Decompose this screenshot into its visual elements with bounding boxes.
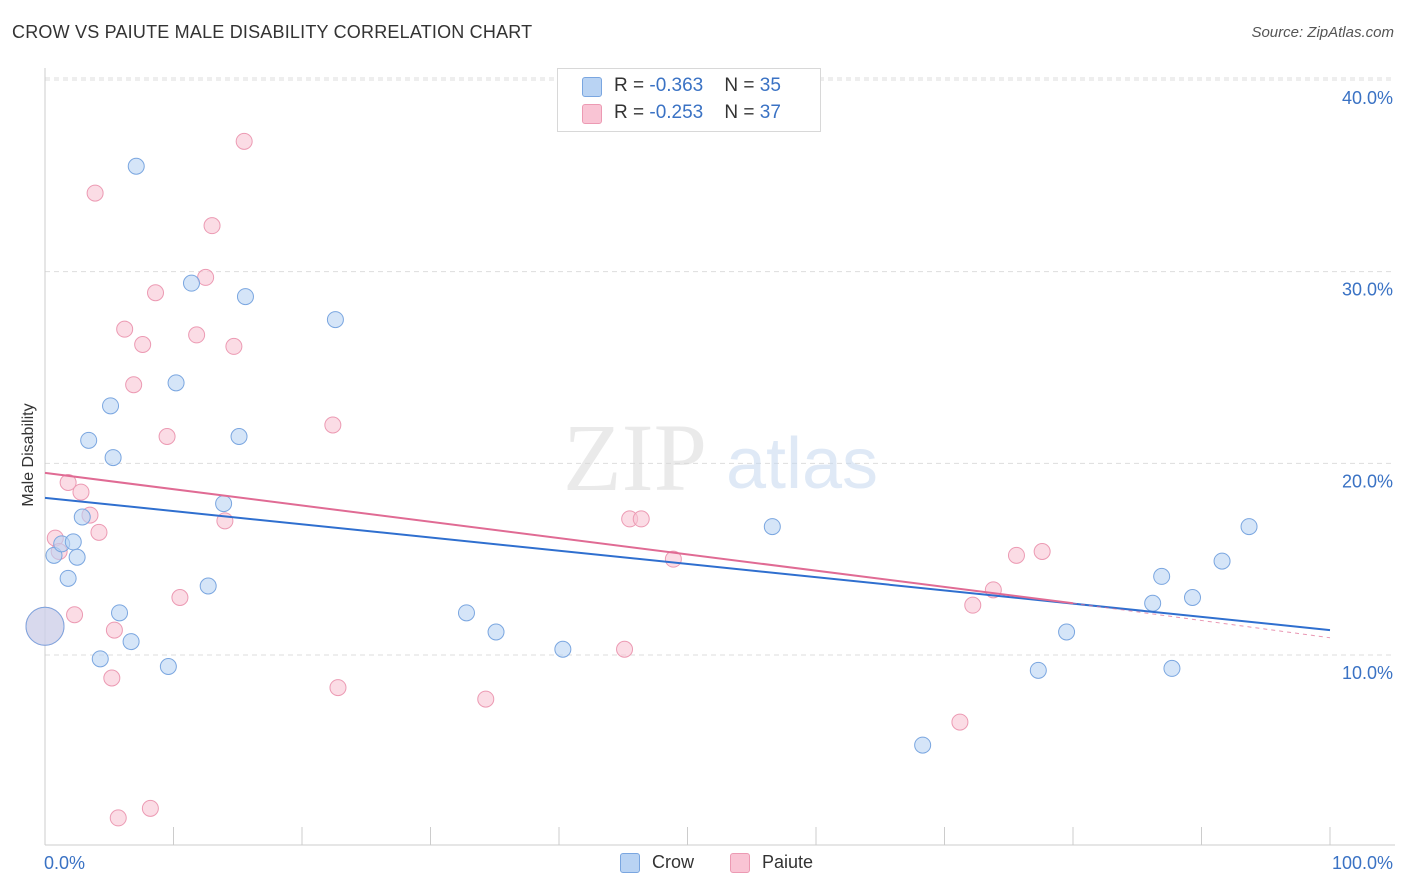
paiute-point — [477, 690, 495, 708]
paiute-point — [134, 336, 152, 353]
watermark: ZIP atlas — [563, 404, 878, 511]
crow-point — [215, 495, 233, 513]
paiute-point — [235, 132, 253, 150]
paiute-n-label: N = — [724, 102, 760, 123]
crow-point — [127, 157, 145, 175]
crow-point — [763, 518, 781, 536]
paiute-point — [1007, 546, 1025, 564]
crow-point — [457, 604, 475, 622]
crow-swatch — [582, 77, 602, 97]
crow-r-label: R = — [614, 75, 650, 96]
paiute-point — [72, 483, 90, 501]
paiute-point — [616, 640, 634, 658]
y-tick-label: 40.0% — [1342, 88, 1393, 108]
paiute-point — [103, 669, 121, 687]
crow-point — [68, 548, 86, 566]
y-tick-label: 10.0% — [1342, 663, 1393, 683]
paiute-legend-label: Paiute — [762, 852, 814, 872]
crow-point — [326, 311, 344, 329]
crow-point — [1144, 594, 1162, 612]
data-points — [25, 132, 1258, 827]
paiute-point — [225, 337, 243, 355]
crow-point — [159, 658, 177, 675]
tick-labels: 10.0% 20.0% 30.0% 40.0% 0.0% 100.0% — [44, 88, 1393, 873]
paiute-r-value: -0.253 — [649, 102, 704, 123]
crow-n-value: 35 — [759, 75, 781, 96]
crow-point — [64, 533, 82, 551]
crow-point — [914, 736, 932, 754]
crow-point — [230, 428, 248, 445]
paiute-point — [632, 510, 650, 528]
paiute-point — [324, 416, 342, 434]
crow-point — [167, 374, 185, 392]
paiute-point — [1033, 543, 1051, 560]
paiute-point — [203, 217, 221, 235]
crow-r-value: -0.363 — [649, 75, 704, 96]
paiute-point — [141, 799, 159, 817]
crow-point — [25, 606, 65, 646]
crow-point — [199, 577, 217, 595]
paiute-legend-swatch — [730, 853, 750, 873]
paiute-point — [125, 376, 143, 394]
paiute-point — [171, 589, 189, 606]
watermark-atlas: atlas — [726, 424, 878, 504]
crow-point — [1240, 518, 1258, 536]
paiute-r-label: R = — [614, 102, 650, 123]
x-tick-label-max: 100.0% — [1332, 853, 1393, 873]
crow-point — [1213, 552, 1231, 570]
crow-legend-swatch — [620, 853, 640, 873]
paiute-point — [147, 284, 165, 302]
crow-point — [91, 650, 109, 668]
crow-point — [59, 569, 77, 587]
crow-point — [1163, 659, 1181, 677]
crow-point — [1029, 661, 1047, 679]
y-tick-label: 30.0% — [1342, 280, 1393, 300]
paiute-point — [59, 474, 77, 491]
crow-point — [1153, 567, 1171, 585]
axes — [44, 68, 1395, 846]
crow-point — [102, 397, 120, 415]
crow-legend-label: Crow — [652, 852, 695, 872]
crow-point — [122, 633, 140, 651]
crow-point — [73, 508, 91, 526]
chart-title: CROW VS PAIUTE MALE DISABILITY CORRELATI… — [12, 22, 533, 42]
y-tick-label: 20.0% — [1342, 471, 1393, 491]
paiute-point — [951, 713, 969, 731]
crow-point — [1058, 623, 1076, 641]
paiute-point — [158, 428, 176, 445]
crow-trend-line — [44, 496, 1331, 632]
paiute-point — [90, 523, 108, 541]
paiute-point — [188, 326, 206, 344]
crow-point — [111, 604, 129, 622]
paiute-point — [329, 679, 347, 697]
paiute-swatch — [582, 104, 602, 124]
source-label: Source: ZipAtlas.com — [1251, 24, 1394, 41]
crow-point — [182, 274, 200, 292]
paiute-point — [109, 809, 127, 827]
paiute-point — [197, 268, 215, 286]
crow-point — [487, 623, 505, 641]
crow-point — [554, 640, 572, 658]
paiute-point — [116, 320, 134, 338]
crow-point — [104, 449, 122, 467]
paiute-point — [66, 606, 84, 624]
crow-point — [80, 431, 98, 449]
paiute-point — [86, 184, 104, 202]
watermark-zip: ZIP — [563, 404, 707, 511]
crow-point — [236, 288, 254, 306]
paiute-point — [105, 621, 123, 639]
crow-n-label: N = — [724, 75, 760, 96]
paiute-trend-extension — [1072, 602, 1331, 639]
paiute-n-value: 37 — [759, 102, 781, 123]
grid-lines — [45, 77, 1395, 656]
paiute-trend-line — [44, 471, 1074, 605]
crow-point — [1184, 589, 1202, 606]
correlation-legend: R = -0.363 N = 35 R = -0.253 N = 37 — [557, 68, 821, 132]
paiute-point — [964, 596, 982, 614]
trend-lines — [44, 471, 1331, 639]
x-tick-label-min: 0.0% — [44, 853, 85, 873]
